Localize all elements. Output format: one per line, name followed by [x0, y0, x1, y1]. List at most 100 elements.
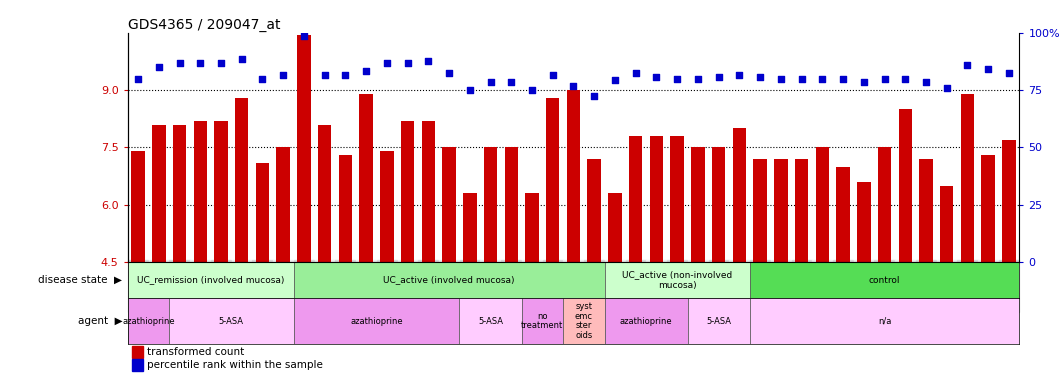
Text: GDS4365 / 209047_at: GDS4365 / 209047_at — [128, 18, 280, 31]
Point — [440, 70, 458, 76]
Bar — [380, 151, 394, 262]
Bar — [128, 298, 169, 344]
Bar — [563, 298, 604, 344]
Point — [1000, 70, 1017, 76]
Bar — [898, 109, 912, 262]
Text: 5-ASA: 5-ASA — [219, 316, 244, 326]
Bar — [360, 94, 372, 262]
Point — [897, 76, 914, 82]
Bar — [255, 163, 269, 262]
Point — [876, 76, 893, 82]
Point — [606, 78, 624, 84]
Bar — [521, 298, 563, 344]
Point — [337, 72, 354, 78]
Point — [751, 74, 768, 80]
Text: disease state  ▶: disease state ▶ — [38, 275, 122, 285]
Bar — [297, 35, 311, 262]
Text: control: control — [869, 276, 900, 285]
Bar — [981, 155, 995, 262]
Text: no
treatment: no treatment — [521, 312, 564, 331]
Bar — [733, 128, 746, 262]
Point — [917, 79, 934, 86]
Bar — [650, 136, 663, 262]
Point — [793, 76, 810, 82]
Bar — [609, 194, 621, 262]
Text: UC_active (involved mucosa): UC_active (involved mucosa) — [383, 276, 515, 285]
Bar — [753, 159, 767, 262]
Text: agent  ▶: agent ▶ — [78, 316, 122, 326]
Point — [503, 79, 520, 86]
Bar — [194, 121, 207, 262]
Bar — [463, 194, 477, 262]
Bar — [816, 147, 829, 262]
Bar — [587, 159, 601, 262]
Point — [399, 60, 416, 66]
Bar — [604, 298, 687, 344]
Point — [731, 72, 748, 78]
Bar — [687, 298, 750, 344]
Point — [420, 58, 437, 65]
Point — [462, 87, 479, 93]
Point — [523, 87, 541, 93]
Point — [254, 76, 271, 82]
Point — [213, 60, 230, 66]
Bar — [604, 262, 750, 298]
Bar — [294, 262, 604, 298]
Bar — [484, 147, 497, 262]
Bar — [546, 98, 560, 262]
Text: 5-ASA: 5-ASA — [478, 316, 503, 326]
Point — [316, 72, 333, 78]
Text: transformed count: transformed count — [147, 347, 245, 357]
Text: syst
emc
ster
oids: syst emc ster oids — [575, 302, 593, 340]
Text: percentile rank within the sample: percentile rank within the sample — [147, 360, 323, 370]
Bar — [750, 262, 1019, 298]
Bar — [294, 298, 460, 344]
Bar — [338, 155, 352, 262]
Point — [814, 76, 831, 82]
Point — [275, 72, 292, 78]
Bar — [152, 124, 166, 262]
Point — [772, 76, 789, 82]
Bar — [235, 98, 249, 262]
Bar — [526, 194, 538, 262]
Bar — [172, 124, 186, 262]
Bar — [919, 159, 933, 262]
Bar — [131, 151, 145, 262]
Bar — [858, 182, 870, 262]
Text: n/a: n/a — [878, 316, 892, 326]
Point — [171, 60, 188, 66]
Bar — [132, 346, 143, 358]
Bar — [443, 147, 455, 262]
Bar — [132, 359, 143, 371]
Bar — [836, 167, 850, 262]
Bar — [1002, 140, 1016, 262]
Bar — [795, 159, 809, 262]
Bar — [169, 298, 294, 344]
Point — [565, 83, 582, 89]
Bar — [277, 147, 289, 262]
Point — [710, 74, 727, 80]
Bar — [629, 136, 643, 262]
Point — [938, 85, 955, 91]
Point — [668, 76, 685, 82]
Point — [959, 62, 976, 68]
Point — [545, 72, 562, 78]
Point — [482, 79, 499, 86]
Bar — [750, 298, 1019, 344]
Point — [379, 60, 396, 66]
Bar — [940, 186, 953, 262]
Bar — [504, 147, 518, 262]
Text: UC_active (non-involved
mucosa): UC_active (non-involved mucosa) — [622, 270, 732, 290]
Bar — [712, 147, 726, 262]
Point — [689, 76, 706, 82]
Bar — [421, 121, 435, 262]
Bar — [214, 121, 228, 262]
Point — [150, 64, 167, 70]
Bar — [318, 124, 331, 262]
Point — [648, 74, 665, 80]
Point — [192, 60, 209, 66]
Text: 5-ASA: 5-ASA — [706, 316, 731, 326]
Bar — [670, 136, 684, 262]
Point — [296, 33, 313, 39]
Text: azathioprine: azathioprine — [122, 316, 174, 326]
